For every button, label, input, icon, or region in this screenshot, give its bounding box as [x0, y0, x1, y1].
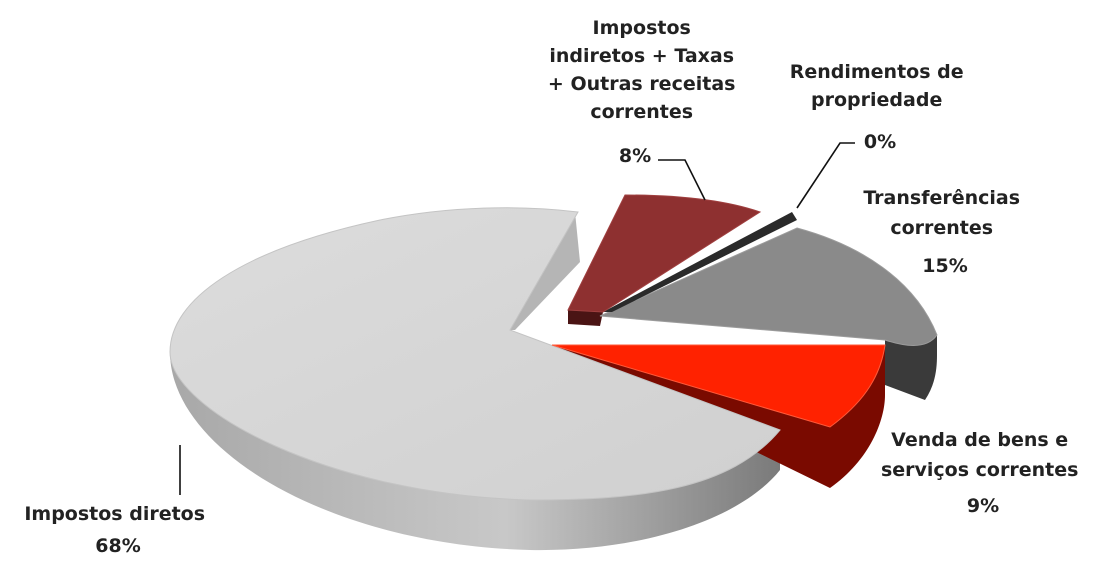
label-venda-line2: serviços correntes — [881, 459, 1078, 481]
label-impostos-diretos: Impostos diretos 68% — [24, 503, 211, 557]
slice-indiretos-top — [567, 194, 762, 313]
value-diretos: 68% — [95, 535, 140, 557]
value-indiretos: 8% — [619, 145, 651, 167]
label-indiretos-line4: correntes — [590, 101, 693, 123]
slice-transferencias-top — [599, 227, 938, 346]
label-indiretos-line3: + Outras receitas — [548, 73, 736, 95]
label-venda-line1: Venda de bens e — [891, 429, 1068, 451]
value-rendimentos: 0% — [864, 131, 896, 153]
label-transferencias-line1: Transferências — [863, 187, 1020, 209]
leader-indiretos — [658, 159, 706, 201]
label-impostos-indiretos: Impostos indiretos + Taxas + Outras rece… — [548, 17, 742, 167]
label-rendimentos-line1: Rendimentos de — [790, 61, 964, 83]
leader-rendimentos — [796, 142, 855, 209]
label-rendimentos-line2: propriedade — [811, 89, 942, 111]
label-indiretos-line1: Impostos — [593, 17, 691, 39]
slice-impostos-diretos-side — [170, 352, 780, 551]
value-transferencias: 15% — [922, 255, 967, 277]
label-rendimentos: Rendimentos de propriedade 0% — [790, 61, 971, 153]
label-transferencias: Transferências correntes 15% — [863, 187, 1026, 277]
slice-impostos-diretos-top — [169, 207, 781, 501]
label-indiretos-line2: indiretos + Taxas — [549, 45, 734, 67]
slice-venda-top — [551, 344, 886, 428]
slice-indiretos-side — [568, 310, 603, 326]
slice-transferencias-side — [885, 335, 937, 400]
value-venda: 9% — [967, 495, 999, 517]
label-transferencias-line2: correntes — [890, 217, 993, 239]
label-venda: Venda de bens e serviços correntes 9% — [881, 429, 1085, 517]
slice-rendimentos-top — [603, 212, 797, 312]
label-diretos-line1: Impostos diretos — [24, 503, 205, 525]
